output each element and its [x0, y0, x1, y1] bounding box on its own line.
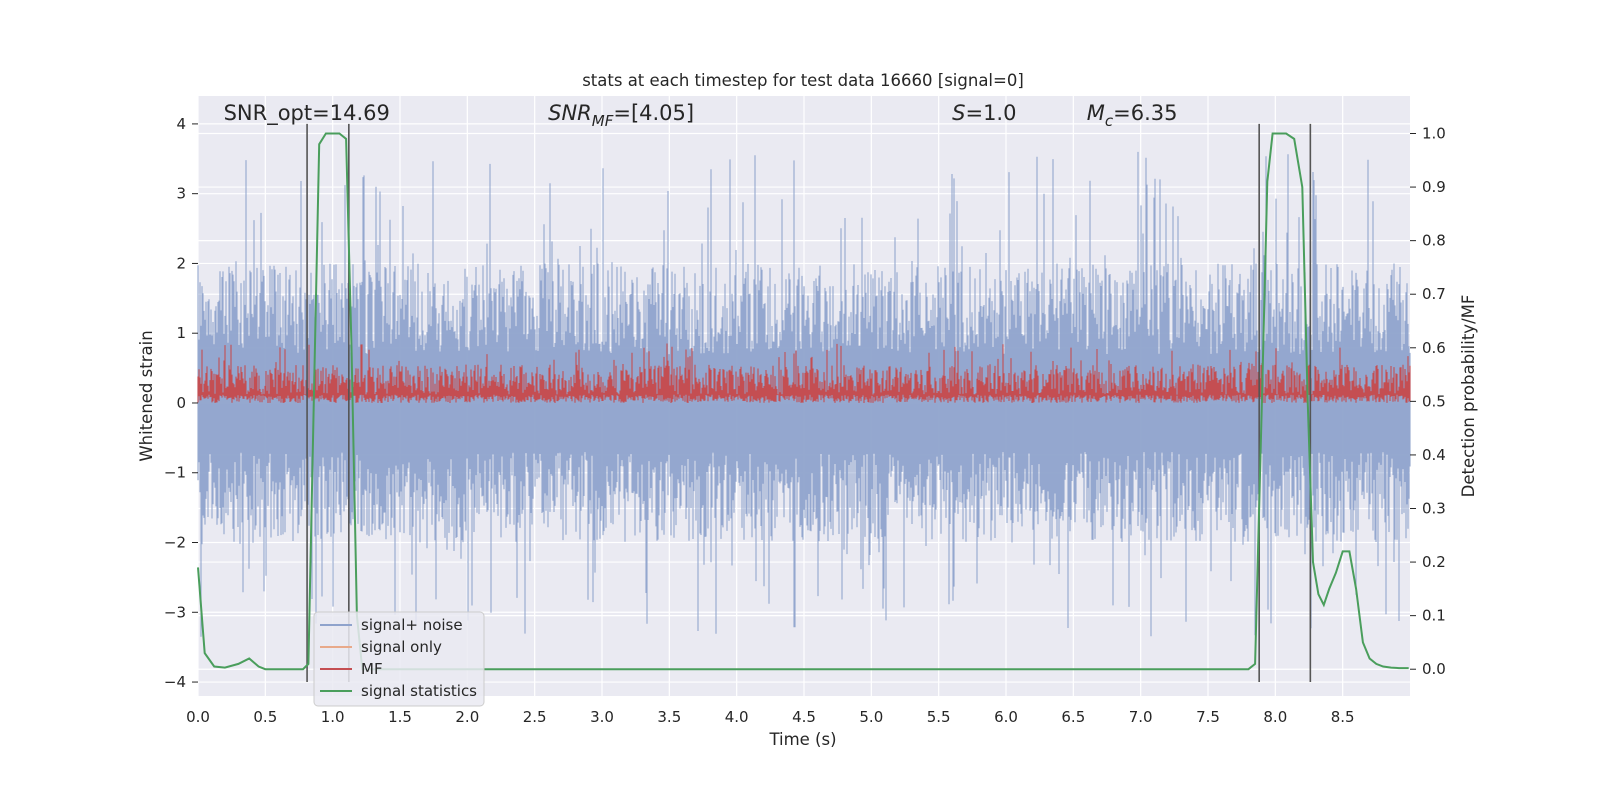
- y-right-tick-label: 1.0: [1422, 125, 1446, 143]
- x-tick-label: 5.5: [927, 708, 951, 726]
- y-right-tick-label: 0.7: [1422, 285, 1446, 303]
- x-tick-label: 6.5: [1061, 708, 1085, 726]
- legend-frame: [313, 611, 485, 707]
- y-left-tick-label: 2: [176, 254, 186, 272]
- x-tick-label: 6.0: [994, 708, 1018, 726]
- legend: signal+ noise signal only MF signal statist…: [313, 611, 485, 707]
- y-left-tick-label: 1: [176, 324, 186, 342]
- x-tick-label: 4.5: [792, 708, 816, 726]
- y-right-tick-label: 0.3: [1422, 500, 1446, 518]
- legend-label: signal statistics: [361, 682, 477, 700]
- x-tick-label: 3.5: [657, 708, 681, 726]
- y-axis-right-label: Detection probability/MF: [1459, 295, 1478, 498]
- annotation-mc: Mc=6.35: [1087, 101, 1178, 130]
- x-tick-label: 5.0: [859, 708, 883, 726]
- y-left-tick-label: 4: [176, 115, 186, 133]
- annotation-s: S=1.0: [952, 101, 1016, 125]
- y-right-tick-label: 0.8: [1422, 232, 1446, 250]
- y-left-tick-label: −3: [164, 603, 186, 621]
- x-tick-label: 8.0: [1263, 708, 1287, 726]
- y-left-tick-label: 3: [176, 185, 186, 203]
- x-tick-label: 4.0: [725, 708, 749, 726]
- y-right-ticks: 0.0 0.1 0.2 0.3 0.4 0.5 0.6 0.7 0.8 0.9 1.0: [1410, 125, 1446, 678]
- annotation-snr-opt: SNR_opt=14.69: [224, 101, 390, 126]
- y-left-tick-label: −2: [164, 534, 186, 552]
- x-axis-label: Time (s): [768, 730, 836, 749]
- legend-label: signal+ noise: [361, 616, 463, 634]
- x-tick-label: 1.5: [388, 708, 412, 726]
- legend-label: signal only: [361, 638, 442, 656]
- y-right-tick-label: 0.9: [1422, 178, 1446, 196]
- x-tick-label: 2.0: [455, 708, 479, 726]
- y-left-ticks: −4 −3 −2 −1 0 1 2 3 4: [164, 115, 198, 691]
- mf-series: [197, 343, 1411, 403]
- x-tick-label: 8.5: [1331, 708, 1355, 726]
- y-left-tick-label: −4: [164, 673, 186, 691]
- annotations: SNR_opt=14.69 SNRMF=[4.05] S=1.0 Mc=6.35: [224, 101, 1178, 130]
- y-right-tick-label: 0.4: [1422, 446, 1446, 464]
- signal-statistics-line: [197, 132, 1409, 671]
- x-axis-ticks: 0.0 0.5 1.0 1.5 2.0 2.5 3.0 3.5 4.0 4.5 5.0 5.5 6.0 6…: [186, 708, 1355, 726]
- y-left-tick-label: −1: [164, 464, 186, 482]
- annotation-snr-mf: SNRMF=[4.05]: [548, 101, 694, 130]
- y-right-tick-label: 0.0: [1422, 660, 1446, 678]
- chart-title: stats at each timestep for test data 166…: [582, 71, 1024, 90]
- x-tick-label: 7.5: [1196, 708, 1220, 726]
- x-tick-label: 7.0: [1129, 708, 1153, 726]
- legend-label: MF: [361, 660, 383, 678]
- x-tick-label: 1.0: [321, 708, 345, 726]
- x-tick-label: 0.5: [253, 708, 277, 726]
- y-right-tick-label: 0.5: [1422, 392, 1446, 410]
- signal-statistics-series: [197, 132, 1409, 671]
- y-right-tick-label: 0.6: [1422, 339, 1446, 357]
- y-right-tick-label: 0.1: [1422, 607, 1446, 625]
- y-left-tick-label: 0: [176, 394, 186, 412]
- x-tick-label: 0.0: [186, 708, 210, 726]
- y-axis-left-label: Whitened strain: [137, 330, 156, 461]
- y-right-tick-label: 0.2: [1422, 553, 1446, 571]
- x-tick-label: 2.5: [523, 708, 547, 726]
- mf-line: [197, 343, 1411, 403]
- x-tick-label: 3.0: [590, 708, 614, 726]
